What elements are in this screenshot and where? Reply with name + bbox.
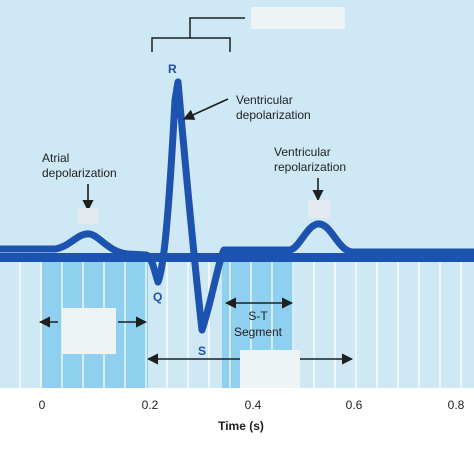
- r-wave-label: R: [168, 62, 177, 76]
- s-wave-label: S: [198, 344, 206, 358]
- pr-interval-blank-box: [62, 308, 116, 354]
- p-wave-blank-box: [78, 208, 98, 224]
- ventricular-depolarization-arrow: [182, 98, 229, 120]
- atrial-depolarization-line1: Atrial: [42, 151, 69, 165]
- ventricular-depolarization-line2: depolarization: [236, 108, 311, 122]
- baseline-band: [0, 253, 474, 262]
- qt-interval-blank-box: [240, 350, 300, 388]
- x-axis-label: Time (s): [218, 419, 264, 433]
- x-tick-label: 0.4: [245, 398, 262, 412]
- x-tick-label: 0.6: [346, 398, 363, 412]
- blank-label-box: [251, 7, 345, 29]
- ventricular-repolarization-line2: repolarization: [274, 160, 346, 174]
- x-tick-label: 0: [39, 398, 46, 412]
- t-wave-blank-box: [308, 200, 330, 218]
- ventricular-repolarization-line1: Ventricular: [274, 145, 331, 159]
- st-segment-label-line2: Segment: [234, 325, 283, 339]
- x-tick-label: 0.2: [142, 398, 159, 412]
- qrs-bracket: [151, 17, 245, 52]
- atrial-depolarization-line2: depolarization: [42, 166, 117, 180]
- ecg-waveform: [0, 78, 474, 334]
- axis-background: [0, 388, 474, 444]
- x-tick-label: 0.8: [448, 398, 465, 412]
- q-wave-label: Q: [153, 290, 162, 304]
- ventricular-depolarization-line1: Ventricular: [236, 93, 293, 107]
- st-segment-label-line1: S-T: [248, 309, 268, 323]
